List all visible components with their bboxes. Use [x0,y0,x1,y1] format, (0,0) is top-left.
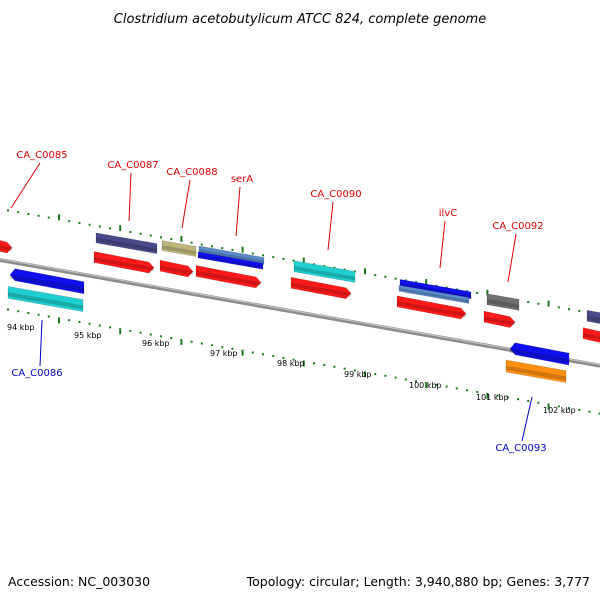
scale-label-94-kbp: 94 kbp [7,323,35,332]
gene-box-ca-c0093-shade [505,365,567,381]
cds-arrow-ca-c0088 [159,259,194,278]
leader-line-ca-c0090 [327,201,334,251]
cds-arrow-ilvc-shade [396,301,467,318]
gene-label-ca-c0087: CA_C0087 [107,160,158,171]
cds-arrow-ca-c0087-shade [93,256,155,272]
gene-box-ca-c0086 [7,286,84,312]
outer-tick-row [7,209,600,316]
gene-box-ca-c0087 [95,232,158,254]
genome-summary-text: Topology: circular; Length: 3,940,880 bp… [246,574,590,589]
cds-arrow-sera-shade [195,270,262,286]
gene-label-ilvc: ilvC [439,208,457,219]
gene-box-sera-top-shade [198,249,265,264]
cds-arrow-sera [195,265,262,289]
cds-arrow-ca-c0093 [509,342,570,366]
cds-arrow-ca-c0092-shade [483,316,516,326]
gene-box-ilvc-bottom-shade [398,288,470,303]
scale-label-102-kbp: 102 kbp [543,406,576,415]
cds-arrow-ilvc [396,295,467,320]
gene-box-ca-c0092-shade [486,298,520,309]
feature-labels: 94 kbp 95 kbp 96 kbp 97 kbp 98 kbp 99 kbp 100 … [7,150,576,454]
gene-label-ca-c0090: CA_C0090 [310,189,361,200]
scale-label-101-kbp: 101 kbp [476,393,509,402]
cds-arrow-ca-c0085 [0,240,13,254]
leader-line-ca-c0087 [128,172,132,222]
gene-label-sera: serA [231,174,253,185]
scale-label-100-kbp: 100 kbp [409,381,442,390]
gene-box-ca-c0087-shade [95,237,158,252]
scale-label-95-kbp: 95 kbp [74,331,102,340]
cds-arrow-ca-c0090 [290,276,352,300]
gene-box-sera-top [198,245,265,265]
gene-label-ca-c0085: CA_C0085 [16,150,67,161]
scale-label-99-kbp: 99 kbp [344,370,372,379]
gene-box-ca-c0090 [293,260,356,283]
cds-arrow-ca-c0086 [9,268,85,295]
leader-line-sera [235,186,241,237]
cds-arrow-ca-c0093-shade [509,348,570,364]
cds-arrow-ca-c0090-shade [290,282,352,297]
gene-box-ilvc-top-shade [399,282,472,298]
gene-box-ca-c0088 [161,240,197,257]
scale-label-96-kbp: 96 kbp [142,339,170,348]
gene-label-ca-c0088: CA_C0088 [166,167,217,178]
gene-box-ca-c0086-shade [7,292,84,310]
leader-line-ca-c0086 [39,319,43,367]
gene-label-ca-c0092: CA_C0092 [492,221,543,232]
gene-box-sera-bottom-shade [197,254,264,269]
scale-label-97-kbp: 97 kbp [210,349,238,358]
feature-tracks [0,209,600,415]
cds-arrow-ca-c0088-shade [159,265,194,276]
gene-box-ca-c0093 [505,359,567,383]
backbone-highlight [0,258,600,366]
cds-arrow-offscreen [582,327,600,343]
leader-line-ca-c0093 [521,396,533,442]
gene-box-ca-c0092 [486,293,520,311]
gene-box-ca-c0088-shade [161,245,197,255]
inner-tick-row [7,308,600,415]
cds-arrow-offscreen-shade [582,332,600,340]
gene-box-offscreen [586,310,600,324]
gene-label-ca-c0093: CA_C0093 [495,443,546,454]
genome-backbone [0,258,600,368]
leader-line-ca-c0088 [181,179,191,229]
cds-arrow-ca-c0092 [483,310,516,328]
cds-arrow-ca-c0085-shade [0,245,13,252]
scale-label-98-kbp: 98 kbp [277,359,305,368]
leader-line-ca-c0085 [10,162,41,209]
leader-line-ca-c0092 [507,233,517,283]
gene-box-ilvc-bottom [398,284,470,304]
gene-box-offscreen-shade [586,315,600,322]
gene-box-ilvc-top [399,279,472,300]
gene-label-ca-c0086: CA_C0086 [11,368,62,379]
cds-arrow-ca-c0087 [93,251,155,274]
leader-line-ilvc [439,220,446,269]
cds-arrow-ca-c0086-shade [9,274,85,292]
gene-box-ca-c0090-shade [293,265,356,281]
map-title: Clostridium acetobutylicum ATCC 824, com… [114,12,486,27]
accession-text: Accession: NC_003030 [8,574,150,589]
gene-box-sera-bottom [197,251,264,270]
